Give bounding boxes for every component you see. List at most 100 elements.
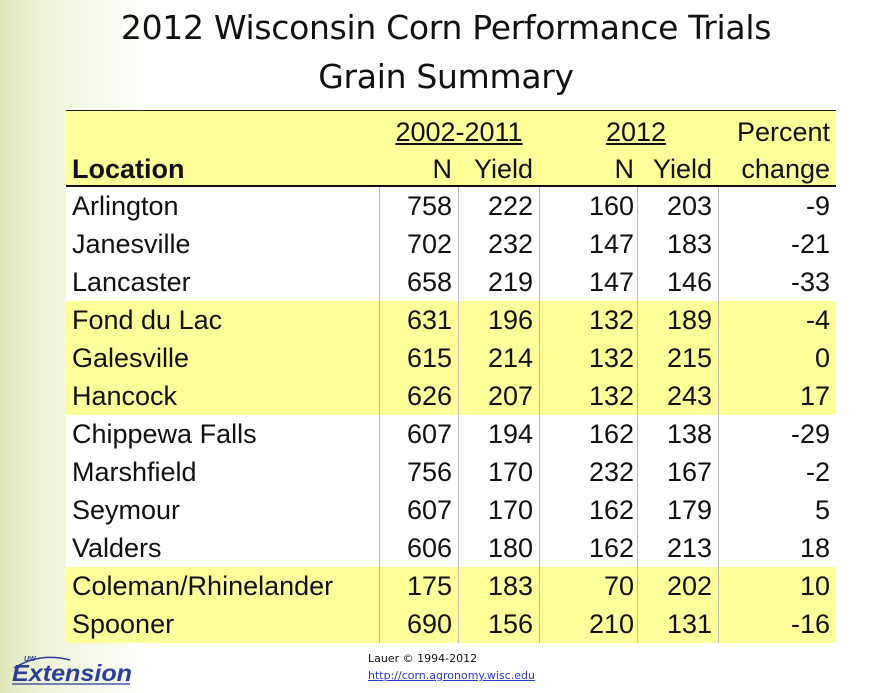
cell-yield-2012: 131 [666,609,712,639]
header-percent: Percent [736,117,830,147]
logo-extension-text: Extension [12,660,132,686]
cell-yield-2002-2011: 156 [487,609,533,639]
cell-percent-change: 17 [799,381,830,411]
cell-location: Lancaster [72,267,191,297]
cell-yield-2002-2011: 170 [487,457,533,487]
header-change: change [741,154,830,184]
cell-n-2002-2011: 615 [406,343,452,373]
column-divider [458,415,459,453]
column-divider [458,377,459,415]
column-divider [637,377,638,415]
column-divider [718,339,719,377]
column-divider [379,339,380,377]
cell-n-2002-2011: 607 [406,419,452,449]
cell-n-2012: 147 [588,267,634,297]
column-divider [637,529,638,567]
column-divider [379,415,380,453]
column-divider [539,263,540,301]
cell-n-2012: 132 [588,381,634,411]
column-divider [637,491,638,529]
cell-percent-change: 0 [814,343,830,373]
column-divider [718,567,719,605]
cell-percent-change: -16 [790,609,830,639]
cell-location: Seymour [72,495,181,525]
page-title: 2012 Wisconsin Corn Performance Trials [120,8,772,47]
cell-yield-2002-2011: 180 [487,533,533,563]
cell-yield-2012: 138 [666,419,712,449]
column-divider [379,491,380,529]
column-divider [718,415,719,453]
cell-n-2002-2011: 606 [406,533,452,563]
cell-yield-2002-2011: 232 [487,229,533,259]
cell-location: Galesville [72,343,190,373]
header-n-2002-2011: N [432,154,453,184]
column-divider [718,491,719,529]
cell-yield-2012: 202 [666,571,712,601]
column-divider [539,225,540,263]
cell-yield-2012: 189 [666,305,712,335]
logo-uw-text: UW [24,656,37,663]
table-row: Coleman/Rhinelander 175 183 70 202 10 [66,567,836,605]
cell-yield-2012: 183 [666,229,712,259]
cell-location: Arlington [72,191,179,221]
column-divider [379,263,380,301]
cell-n-2012: 162 [588,419,634,449]
cell-n-2012: 162 [588,533,634,563]
cell-n-2012: 147 [588,229,634,259]
cell-percent-change: -33 [790,267,830,297]
column-divider [458,529,459,567]
column-divider [458,263,459,301]
column-divider [539,567,540,605]
column-divider [718,263,719,301]
header-period-2002-2011: 2002-2011 [395,117,523,147]
table-row: Spooner 690 156 210 131 -16 [66,605,836,643]
column-divider [637,263,638,301]
column-divider [379,605,380,643]
cell-yield-2002-2011: 170 [487,495,533,525]
column-divider [458,605,459,643]
cell-location: Marshfield [72,457,197,487]
cell-location: Hancock [72,381,178,411]
column-divider [379,301,380,339]
table-row: Seymour 607 170 162 179 5 [66,491,836,529]
column-divider [458,567,459,605]
cell-n-2012: 210 [588,609,634,639]
column-divider [718,377,719,415]
cell-yield-2012: 203 [666,191,712,221]
column-divider [637,339,638,377]
column-divider [718,187,719,225]
cell-yield-2012: 146 [666,267,712,297]
cell-percent-change: -29 [790,419,830,449]
column-divider [637,301,638,339]
cell-n-2002-2011: 690 [406,609,452,639]
cell-n-2002-2011: 758 [406,191,452,221]
uw-extension-logo: UW Extension [12,656,132,686]
column-divider [637,567,638,605]
header-location: Location [72,154,185,184]
table-row: Fond du Lac 631 196 132 189 -4 [66,301,836,339]
cell-n-2012: 132 [588,343,634,373]
column-divider [637,415,638,453]
cell-n-2002-2011: 626 [406,381,452,411]
website-link[interactable]: http://corn.agronomy.wisc.edu [368,669,535,682]
cell-yield-2012: 243 [666,381,712,411]
column-divider [458,491,459,529]
column-divider [458,187,459,225]
cell-yield-2012: 179 [666,495,712,525]
column-divider [379,377,380,415]
header-n-2012: N [614,154,635,184]
cell-yield-2012: 167 [666,457,712,487]
cell-percent-change: 10 [799,571,830,601]
cell-n-2002-2011: 756 [406,457,452,487]
cell-n-2012: 132 [588,305,634,335]
cell-n-2002-2011: 631 [406,305,452,335]
cell-location: Chippewa Falls [72,419,257,449]
cell-yield-2002-2011: 183 [487,571,533,601]
column-divider [458,301,459,339]
column-divider [718,225,719,263]
column-divider [458,339,459,377]
column-divider [718,529,719,567]
yield-table: 2002-2011 2012 Percent Location N Yield … [66,110,836,643]
header-yield-2002-2011: Yield [473,154,533,184]
cell-yield-2012: 213 [666,533,712,563]
